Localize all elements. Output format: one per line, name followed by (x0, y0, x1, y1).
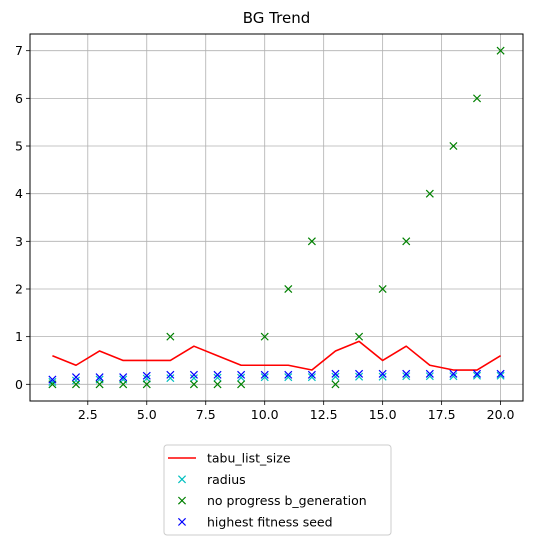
point-highest-fitness-seed (95, 373, 104, 382)
point-radius (425, 372, 434, 381)
legend-box (163, 444, 392, 536)
x-tick-label: 12.5 (310, 407, 338, 422)
point-no-progress-b-generation (71, 380, 81, 389)
series-layer (48, 46, 505, 389)
x-tick-label: 17.5 (428, 407, 456, 422)
point-no-progress-b-generation (237, 380, 246, 389)
point-highest-fitness-seed (331, 369, 340, 378)
point-radius (142, 374, 151, 383)
y-tick-label: 2 (15, 281, 23, 296)
point-radius (402, 372, 411, 381)
point-radius (166, 374, 175, 383)
point-no-progress-b-generation (402, 237, 411, 246)
y-tick-label: 0 (15, 377, 23, 392)
x-tick-label: 2.5 (78, 407, 98, 422)
point-highest-fitness-seed (496, 369, 505, 378)
legend-label: radius (207, 472, 246, 487)
point-radius (48, 377, 57, 386)
series-line-tabu-list-size (52, 340, 502, 371)
legend-entry-highest-fitness-seed: highest fitness seed (177, 514, 333, 529)
x-tick-label: 10.0 (251, 407, 279, 422)
x-tick-label: 7.5 (196, 407, 216, 422)
point-no-progress-b-generation (119, 380, 128, 389)
axis-layer: 2.5 5.0 7.5 10.0 12.5 15.0 17.5 20.0 0 1 2 3 4 5 6 7 (15, 43, 515, 422)
point-no-progress-b-generation (166, 332, 175, 341)
point-no-progress-b-generation (425, 189, 434, 198)
legend-entry-no-progress-b-generation: no progress b_generation (177, 493, 367, 508)
point-highest-fitness-seed (119, 373, 128, 382)
point-highest-fitness-seed (48, 375, 57, 384)
x-tick-label: 20.0 (487, 407, 515, 422)
legend-swatch (177, 496, 187, 505)
point-highest-fitness-seed (71, 373, 81, 382)
point-highest-fitness-seed (213, 370, 222, 379)
legend-label: no progress b_generation (207, 493, 367, 508)
legend-entry-radius: radius (177, 472, 246, 487)
point-highest-fitness-seed (237, 370, 246, 379)
x-tick-label: 15.0 (369, 407, 397, 422)
point-radius (496, 371, 505, 380)
point-radius (331, 372, 340, 381)
point-no-progress-b-generation (331, 380, 340, 389)
y-tick-label: 6 (15, 91, 23, 106)
point-radius (237, 373, 246, 382)
legend-label: tabu_list_size (207, 451, 291, 466)
point-no-progress-b-generation (307, 237, 316, 246)
point-radius (378, 372, 387, 381)
y-tick-label: 7 (15, 43, 23, 58)
legend-swatch (177, 517, 187, 526)
point-highest-fitness-seed (425, 369, 434, 378)
point-radius (260, 373, 269, 382)
point-highest-fitness-seed (449, 369, 458, 378)
y-tick-label: 1 (15, 329, 23, 344)
grid-layer (30, 34, 523, 401)
point-no-progress-b-generation (355, 332, 364, 341)
plot-frame (29, 33, 524, 402)
point-highest-fitness-seed (189, 370, 198, 379)
point-radius (189, 374, 198, 383)
chart-title: BG Trend (243, 9, 310, 27)
legend-label: highest fitness seed (207, 514, 333, 529)
point-highest-fitness-seed (166, 370, 175, 379)
y-tick-label: 5 (15, 139, 23, 154)
point-radius (71, 376, 81, 385)
legend-entry-tabu-list-size: tabu_list_size (168, 451, 291, 466)
point-highest-fitness-seed (142, 371, 151, 380)
point-no-progress-b-generation (189, 380, 198, 389)
point-no-progress-b-generation (378, 284, 387, 294)
point-radius (213, 373, 222, 382)
point-no-progress-b-generation (284, 284, 293, 294)
point-highest-fitness-seed (472, 369, 482, 378)
point-no-progress-b-generation (449, 141, 458, 151)
point-highest-fitness-seed (307, 370, 316, 379)
point-no-progress-b-generation (213, 380, 222, 389)
point-no-progress-b-generation (95, 380, 104, 389)
point-highest-fitness-seed (355, 369, 364, 378)
point-radius (284, 373, 293, 382)
point-radius (355, 372, 364, 381)
point-highest-fitness-seed (260, 370, 269, 379)
point-radius (472, 371, 482, 380)
point-no-progress-b-generation (260, 332, 269, 341)
point-radius (449, 372, 458, 381)
point-highest-fitness-seed (284, 370, 293, 379)
x-tick-label: 5.0 (137, 407, 157, 422)
point-no-progress-b-generation (472, 94, 482, 103)
legend-swatch (177, 475, 187, 484)
point-highest-fitness-seed (378, 369, 387, 378)
y-tick-label: 4 (15, 186, 23, 201)
point-highest-fitness-seed (402, 369, 411, 378)
point-no-progress-b-generation (496, 46, 505, 55)
point-radius (307, 373, 316, 382)
y-tick-label: 3 (15, 234, 23, 249)
point-no-progress-b-generation (142, 380, 151, 389)
